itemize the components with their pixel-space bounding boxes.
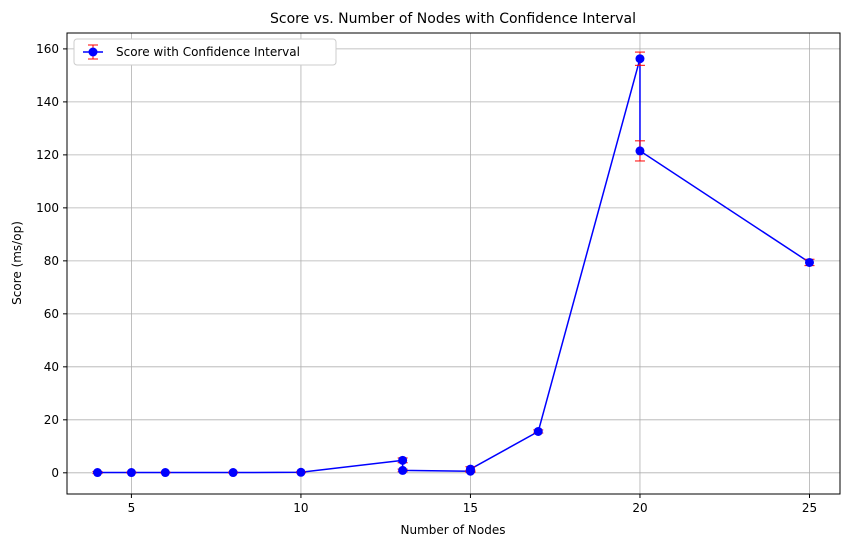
x-tick-label: 20 bbox=[632, 501, 647, 515]
ticks: 5 10 15 20 25 0 20 40 60 80 100 120 140 160 bbox=[36, 42, 817, 515]
data-point bbox=[398, 465, 408, 475]
data-point bbox=[228, 468, 238, 478]
y-tick-label: 100 bbox=[36, 201, 59, 215]
y-tick-label: 140 bbox=[36, 95, 59, 109]
y-tick-label: 120 bbox=[36, 148, 59, 162]
x-tick-label: 25 bbox=[802, 501, 817, 515]
plot-frame bbox=[66, 32, 841, 495]
data-point bbox=[635, 146, 645, 156]
y-tick-label: 80 bbox=[44, 254, 59, 268]
x-axis-label: Number of Nodes bbox=[401, 523, 506, 537]
y-tick-label: 0 bbox=[51, 466, 59, 480]
data-point bbox=[296, 467, 306, 477]
legend-label: Score with Confidence Interval bbox=[116, 45, 300, 59]
data-point bbox=[465, 464, 475, 474]
legend-box bbox=[73, 38, 337, 66]
data-series bbox=[92, 51, 815, 478]
y-tick-label: 60 bbox=[44, 307, 59, 321]
legend: Score with Confidence Interval bbox=[73, 38, 337, 66]
data-point bbox=[93, 468, 103, 478]
chart-title: Score vs. Number of Nodes with Confidenc… bbox=[270, 11, 636, 27]
y-tick-label: 40 bbox=[44, 360, 59, 374]
legend-marker bbox=[88, 47, 98, 57]
data-point bbox=[160, 468, 170, 478]
x-tick-label: 5 bbox=[128, 501, 136, 515]
data-point bbox=[635, 54, 645, 64]
y-axis-label: Score (ms/op) bbox=[10, 221, 24, 305]
data-point bbox=[398, 455, 408, 465]
x-tick-label: 10 bbox=[293, 501, 308, 515]
y-tick-label: 20 bbox=[44, 413, 59, 427]
data-point bbox=[533, 426, 543, 436]
y-tick-label: 160 bbox=[36, 42, 59, 56]
data-point bbox=[804, 257, 814, 267]
plot-area bbox=[67, 33, 840, 494]
x-tick-label: 15 bbox=[463, 501, 478, 515]
data-point bbox=[126, 468, 136, 478]
